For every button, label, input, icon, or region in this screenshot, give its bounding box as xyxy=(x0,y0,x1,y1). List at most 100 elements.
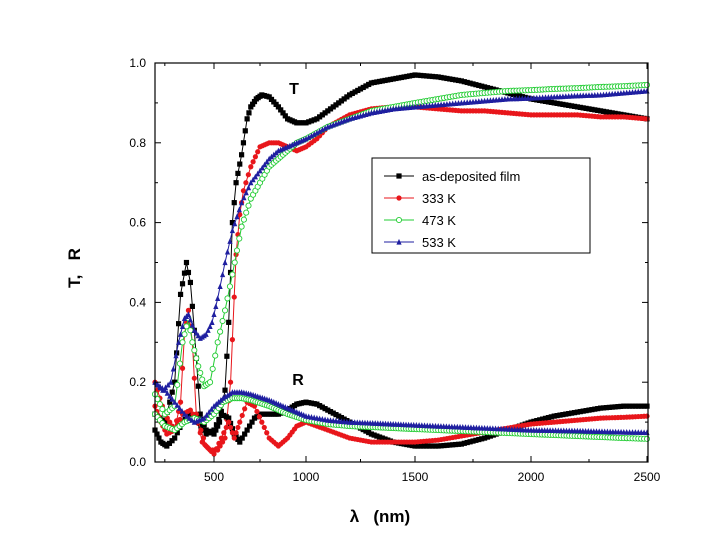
data-point xyxy=(586,407,592,413)
data-point xyxy=(435,443,441,449)
data-point xyxy=(164,443,170,449)
data-point xyxy=(418,72,424,79)
data-point xyxy=(239,435,245,441)
data-point xyxy=(216,440,222,446)
data-point xyxy=(235,436,241,442)
data-point xyxy=(268,153,275,160)
data-point xyxy=(243,189,249,196)
data-point xyxy=(244,427,250,433)
data-point xyxy=(224,353,230,359)
data-point xyxy=(177,416,183,423)
data-point xyxy=(621,403,627,409)
data-point xyxy=(256,414,262,420)
data-point xyxy=(167,399,173,405)
data-point xyxy=(242,431,248,437)
data-point xyxy=(366,81,372,88)
data-point xyxy=(319,404,325,410)
data-point xyxy=(174,381,181,388)
data-point xyxy=(347,92,353,98)
data-point xyxy=(216,416,222,423)
data-point xyxy=(569,103,575,109)
data-point xyxy=(243,180,249,186)
data-point xyxy=(169,389,175,395)
data-point xyxy=(262,161,268,168)
data-point xyxy=(249,419,255,425)
legend-marker xyxy=(396,195,402,201)
data-point xyxy=(314,116,320,122)
data-point xyxy=(246,423,253,429)
data-point xyxy=(239,152,245,158)
data-point xyxy=(379,435,385,441)
data-point xyxy=(473,82,479,88)
data-point xyxy=(322,125,328,131)
data-point xyxy=(209,319,215,325)
data-point xyxy=(450,76,456,83)
data-point xyxy=(246,110,252,116)
data-point xyxy=(245,172,251,178)
data-point xyxy=(450,442,456,448)
data-point xyxy=(225,392,231,398)
data-point xyxy=(198,423,204,429)
data-point xyxy=(207,323,213,329)
data-point xyxy=(227,424,234,431)
x-tick-label: 1500 xyxy=(402,470,429,484)
data-point xyxy=(545,415,551,421)
data-point xyxy=(569,410,575,416)
data-point xyxy=(511,91,517,98)
data-point xyxy=(203,427,209,433)
data-point xyxy=(200,435,207,441)
data-point xyxy=(211,403,217,409)
data-point xyxy=(303,135,309,142)
data-point xyxy=(322,406,328,412)
data-point xyxy=(235,424,241,431)
data-point xyxy=(216,399,222,405)
data-point xyxy=(174,430,180,436)
data-point xyxy=(193,355,200,362)
x-tick-label: 2000 xyxy=(518,470,545,484)
data-point xyxy=(412,443,418,449)
data-point xyxy=(221,430,227,436)
data-point xyxy=(154,396,161,403)
data-point xyxy=(252,173,258,180)
data-point xyxy=(421,73,427,79)
data-point xyxy=(571,103,578,109)
data-point xyxy=(409,442,415,449)
data-point xyxy=(154,431,160,437)
data-point xyxy=(227,390,233,397)
data-point xyxy=(534,418,540,424)
data-point xyxy=(598,108,604,114)
data-point xyxy=(183,259,190,266)
data-point xyxy=(537,417,543,423)
data-point xyxy=(173,352,179,359)
data-point xyxy=(458,78,464,84)
data-point xyxy=(176,360,183,367)
data-point xyxy=(219,271,226,278)
data-point xyxy=(215,295,221,302)
data-point xyxy=(455,441,462,447)
data-point xyxy=(217,283,223,290)
data-point xyxy=(189,321,195,328)
data-point xyxy=(396,75,402,81)
data-point xyxy=(606,404,612,410)
data-point xyxy=(242,128,248,134)
data-point xyxy=(418,443,424,449)
data-point xyxy=(382,436,388,442)
data-point xyxy=(237,419,243,425)
data-point xyxy=(199,376,206,383)
data-point xyxy=(432,443,438,449)
data-point xyxy=(338,98,345,104)
legend-label: 473 K xyxy=(422,213,456,228)
data-point xyxy=(226,419,232,425)
data-point xyxy=(551,413,557,419)
data-point xyxy=(311,401,317,407)
data-point xyxy=(224,248,231,255)
data-point xyxy=(595,107,601,113)
data-point xyxy=(222,387,228,393)
data-point xyxy=(159,406,166,413)
data-point xyxy=(275,104,281,110)
data-point xyxy=(583,408,589,414)
data-point xyxy=(429,73,435,80)
data-point xyxy=(542,415,549,421)
data-point xyxy=(240,140,247,146)
